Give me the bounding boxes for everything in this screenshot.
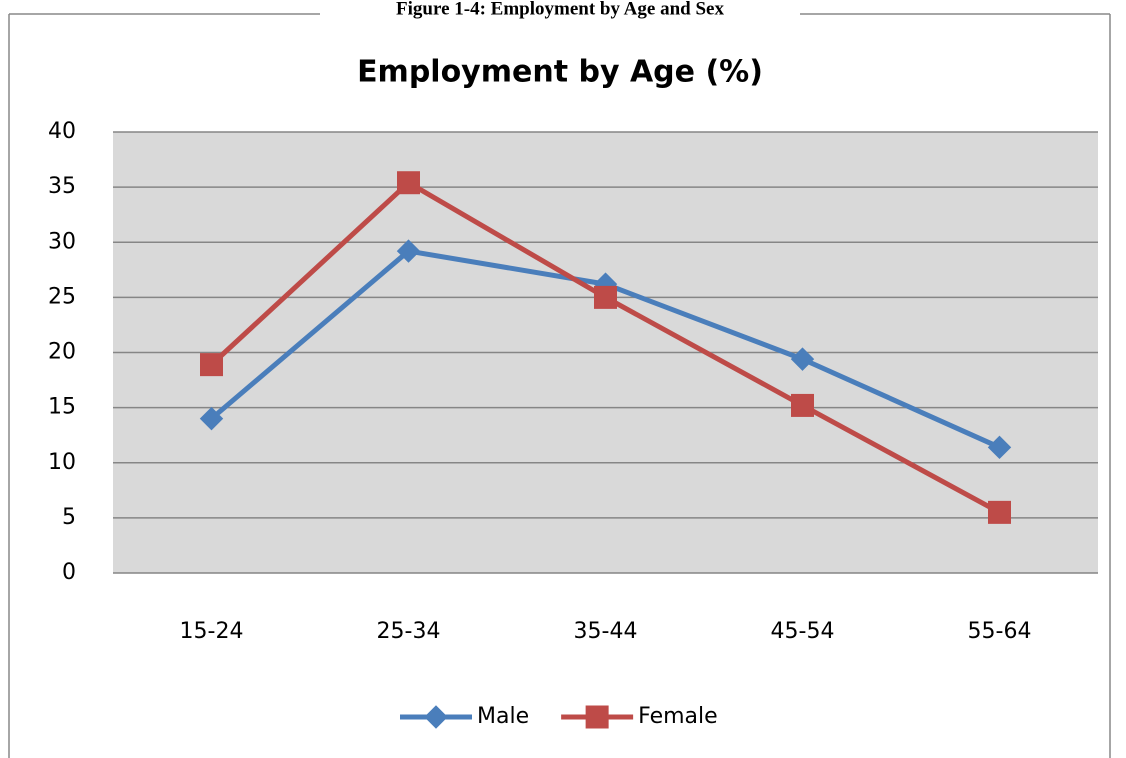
legend-label: Female	[638, 704, 718, 729]
chart-title: Employment by Age (%)	[357, 55, 763, 90]
data-point	[594, 285, 617, 309]
y-tick-label: 35	[48, 174, 76, 199]
caption-bg	[320, 0, 800, 22]
caption: Figure 1-4: Employment by Age and Sex	[396, 0, 724, 19]
x-tick-label: 25-34	[377, 619, 441, 644]
y-tick-label: 10	[48, 450, 76, 475]
legend-label: Male	[477, 704, 529, 729]
y-tick-label: 25	[48, 284, 76, 309]
x-tick-label: 55-64	[968, 619, 1032, 644]
y-tick-label: 40	[48, 119, 76, 144]
y-tick-label: 20	[48, 340, 76, 365]
data-point	[988, 500, 1011, 524]
data-point	[987, 435, 1012, 460]
x-tick-label: 45-54	[771, 619, 835, 644]
y-tick-label: 15	[48, 395, 76, 420]
x-tick-label: 15-24	[180, 619, 244, 644]
data-point	[200, 353, 223, 377]
x-tick-label: 35-44	[574, 619, 638, 644]
data-point	[396, 239, 421, 263]
data-point	[397, 171, 420, 195]
legend-marker	[585, 705, 609, 729]
legend-marker	[424, 705, 448, 729]
data-point	[199, 406, 224, 431]
y-tick-label: 0	[62, 560, 76, 585]
y-tick-label: 30	[48, 229, 76, 254]
data-point	[790, 347, 815, 371]
data-point	[791, 393, 814, 417]
y-tick-label: 5	[62, 505, 76, 530]
